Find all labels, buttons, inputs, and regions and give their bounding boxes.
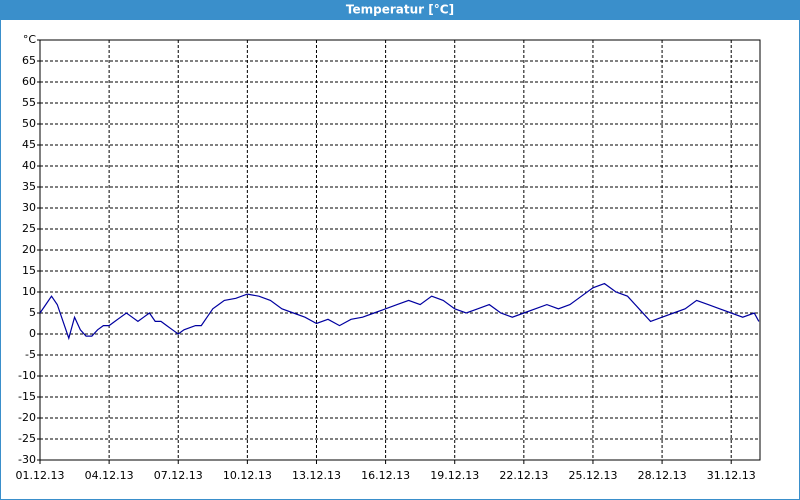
y-tick-label: 15 (22, 264, 36, 277)
y-tick-label: 35 (22, 180, 36, 193)
y-tick-label: 40 (22, 159, 36, 172)
y-tick-label: 10 (22, 285, 36, 298)
y-tick-label: 30 (22, 201, 36, 214)
x-tick-label: 13.12.13 (292, 469, 341, 482)
x-tick-label: 31.12.13 (707, 469, 756, 482)
y-tick-label: 50 (22, 117, 36, 130)
y-tick-label: 60 (22, 75, 36, 88)
x-tick-label: 16.12.13 (361, 469, 410, 482)
y-tick-label: -15 (18, 390, 36, 403)
y-tick-label: 5 (29, 306, 36, 319)
y-tick-label: -10 (18, 369, 36, 382)
y-tick-label: 25 (22, 222, 36, 235)
chart-title: Temperatur [°C] (346, 3, 454, 17)
y-tick-label: 20 (22, 243, 36, 256)
y-tick-label: 0 (29, 327, 36, 340)
y-tick-label: 45 (22, 138, 36, 151)
title-bar (0, 0, 800, 20)
y-tick-label: -25 (18, 432, 36, 445)
x-tick-label: 10.12.13 (223, 469, 272, 482)
y-tick-label: °C (23, 33, 37, 46)
x-tick-label: 04.12.13 (85, 469, 134, 482)
x-tick-label: 28.12.13 (638, 469, 687, 482)
x-tick-label: 22.12.13 (499, 469, 548, 482)
x-tick-label: 19.12.13 (430, 469, 479, 482)
series-line (39, 282, 760, 341)
x-tick-label: 25.12.13 (568, 469, 617, 482)
y-tick-label: 65 (22, 54, 36, 67)
y-tick-label: -20 (18, 411, 36, 424)
y-tick-label: -5 (25, 348, 36, 361)
x-tick-label: 01.12.13 (16, 469, 65, 482)
y-tick-label: 55 (22, 96, 36, 109)
x-tick-label: 07.12.13 (154, 469, 203, 482)
y-tick-label: -30 (18, 453, 36, 466)
